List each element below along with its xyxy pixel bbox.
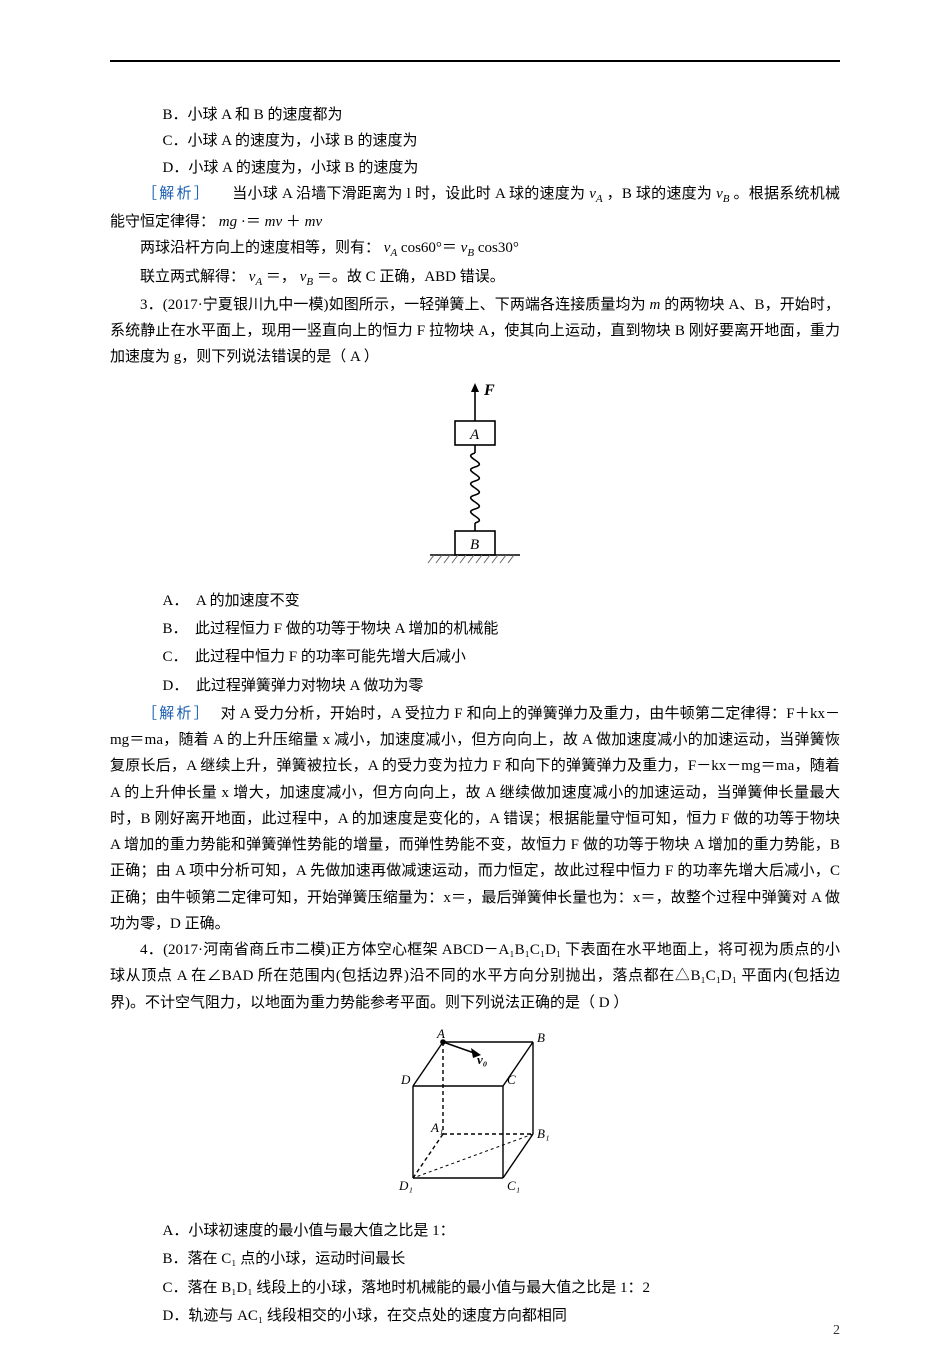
svg-text:D₁: D₁ (398, 1178, 413, 1193)
option-b-top: B．小球 A 和 B 的速度都为 (110, 102, 840, 128)
eq1-mv1: mv (265, 214, 283, 230)
svg-text:B₁: B₁ (537, 1126, 549, 1141)
analysis-label-3: ［解析］ (140, 706, 205, 722)
top-rule (110, 60, 840, 62)
q4-figure: A B C D A₁ B₁ C₁ D₁ v₀ (110, 1024, 840, 1208)
analysis-3: ［解析］ 对 A 受力分析，开始时，A 受拉力 F 和向上的弹簧弹力及重力，由牛… (110, 701, 840, 937)
svg-text:C₁: C₁ (507, 1178, 520, 1193)
svg-text:D: D (400, 1072, 411, 1087)
q3-m: m (650, 297, 661, 313)
svg-text:A: A (436, 1026, 445, 1041)
svg-text:F: F (483, 382, 495, 399)
q3-opt-d: D． 此过程弹簧弹力对物块 A 做功为零 (163, 673, 841, 699)
q3-opt-b: B． 此过程恒力 F 做的功等于物块 A 增加的机械能 (163, 616, 841, 642)
svg-text:v₀: v₀ (477, 1052, 487, 1067)
svg-text:C: C (507, 1072, 516, 1087)
eq2-vb: vB (461, 240, 474, 256)
svg-text:A₁: A₁ (430, 1120, 443, 1135)
analysis-3-body: 对 A 受力分析，开始时，A 受拉力 F 和向上的弹簧弹力及重力，由牛顿第二定律… (110, 706, 840, 932)
eq2-va: vA (384, 240, 397, 256)
eq1-mg: mg (219, 214, 237, 230)
q3-opt-a: A． A 的加速度不变 (163, 588, 841, 614)
q3-stem: 3．(2017·宁夏银川九中一模)如图所示，一轻弹簧上、下两端各连接质量均为 m… (110, 292, 840, 371)
q3-options: A． A 的加速度不变 B． 此过程恒力 F 做的功等于物块 A 增加的机械能 … (110, 588, 840, 699)
page-number: 2 (833, 1319, 840, 1344)
q4-options: A．小球初速度的最小值与最大值之比是 1： B．落在 C₁ 点的小球，运动时间最… (110, 1218, 840, 1329)
analysis-label: ［解析］ (140, 186, 213, 202)
q4-opt-b: B．落在 C₁ 点的小球，运动时间最长 (163, 1246, 841, 1272)
analysis-1: ［解析］ 当小球 A 沿墙下滑距离为 l 时，设此时 A 球的速度为 vA ，B… (110, 181, 840, 236)
va: vA (589, 186, 602, 202)
q3-stem-a: 3．(2017·宁夏银川九中一模)如图所示，一轻弹簧上、下两端各连接质量均为 (140, 297, 650, 313)
option-c-top: C．小球 A 的速度为，小球 B 的速度为 (110, 128, 840, 154)
analysis-1-p2: 两球沿杆方向上的速度相等，则有： vA cos60°＝ vB cos30° (110, 235, 840, 263)
q4-opt-d: D．轨迹与 AC₁ 线段相交的小球，在交点处的速度方向都相同 (163, 1303, 841, 1329)
eq1-mv2: mv (305, 214, 323, 230)
analysis-1-p1b: ，B 球的速度为 (607, 186, 716, 202)
analysis-1-p3: 联立两式解得： vA ＝， vB ＝。故 C 正确，ABD 错误。 (110, 264, 840, 292)
page: B．小球 A 和 B 的速度都为 C．小球 A 的速度为，小球 B 的速度为 D… (0, 0, 950, 1371)
q3-opt-c: C． 此过程中恒力 F 的功率可能先增大后减小 (163, 644, 841, 670)
q4-opt-a: A．小球初速度的最小值与最大值之比是 1： (163, 1218, 841, 1244)
eq3-b: ＝， (266, 269, 296, 285)
eq2-cos: cos60°＝ (401, 240, 457, 256)
svg-text:A: A (469, 427, 480, 443)
option-d-top: D．小球 A 的速度为，小球 B 的速度为 (110, 155, 840, 181)
eq1-eq: ·＝ (241, 214, 261, 230)
eq3-vb: vB (300, 269, 313, 285)
eq3-d: ＝。故 C 正确，ABD 错误。 (317, 269, 505, 285)
p3a: 联立两式解得： (140, 269, 245, 285)
q3-figure: F A B (110, 379, 840, 578)
eq1-plus: ＋ (286, 214, 301, 230)
svg-text:B: B (470, 537, 479, 553)
q4-opt-c: C．落在 B₁D₁ 线段上的小球，落地时机械能的最小值与最大值之比是 1：2 (163, 1275, 841, 1301)
p2a: 两球沿杆方向上的速度相等，则有： (140, 240, 380, 256)
eq3-va: vA (249, 269, 262, 285)
eq2-cos2: cos30° (478, 240, 519, 256)
q4-stem: 4．(2017·河南省商丘市二模)正方体空心框架 ABCD－A₁B₁C₁D₁ 下… (110, 937, 840, 1016)
analysis-1-p1a: 当小球 A 沿墙下滑距离为 l 时，设此时 A 球的速度为 (217, 186, 589, 202)
svg-text:B: B (537, 1030, 545, 1045)
vb: vB (716, 186, 729, 202)
